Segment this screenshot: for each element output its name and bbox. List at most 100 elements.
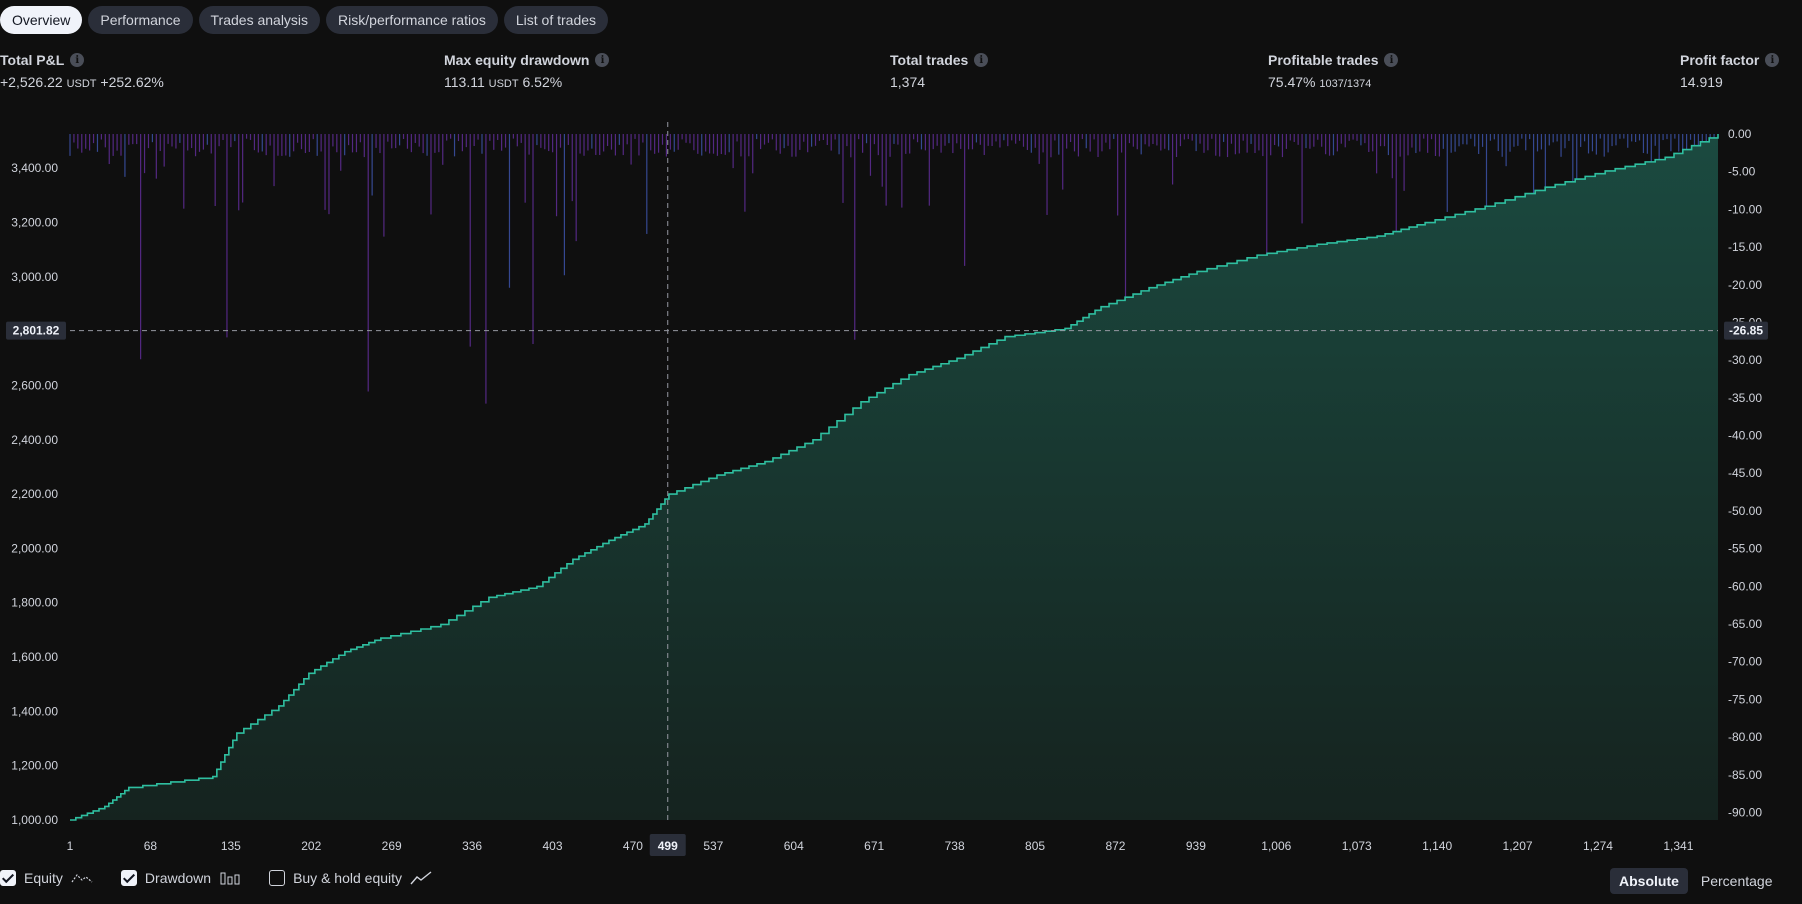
y-right-tick-label: -5.00 [1728,165,1756,179]
metric-total-trades: Total trades i 1,374 [890,52,989,90]
absolute-button[interactable]: Absolute [1610,868,1688,894]
metric-label: Total P&L [0,52,65,68]
y-right-tick-label: -45.00 [1728,466,1762,480]
metric-value: +2,526.22 [0,74,63,90]
info-icon[interactable]: i [1384,53,1399,67]
equity-checkbox[interactable] [0,870,16,886]
legend-label: Equity [24,870,63,886]
x-tick-label: 939 [1186,839,1206,853]
y-left-tick-label: 3,000.00 [11,270,58,284]
crosshair-y-right-badge [1724,321,1768,340]
crosshair-x-badge [649,834,686,856]
buyhold-checkbox[interactable] [269,870,286,886]
y-right-tick-label: -85.00 [1728,768,1762,782]
y-left-tick-label: 1,600.00 [11,650,58,664]
crosshair-x-label: 499 [658,839,678,853]
buyhold-line-icon [410,871,432,885]
chart-legend: Equity Drawdown Buy & hold equity [0,870,460,886]
y-right-tick-label: -80.00 [1728,730,1762,744]
legend-buyhold-toggle[interactable]: Buy & hold equity [269,870,432,886]
x-tick-label: 1,274 [1583,839,1613,853]
y-left-tick-label: 2,000.00 [11,541,58,555]
metric-value: 14.919 [1680,74,1723,90]
y-right-tick-label: -30.00 [1728,353,1762,367]
x-tick-label: 1,006 [1261,839,1291,853]
y-right-tick-label: 0.00 [1728,127,1752,141]
x-tick-label: 872 [1105,839,1125,853]
y-left-tick-label: 3,200.00 [11,216,58,230]
y-right-tick-label: -50.00 [1728,504,1762,518]
y-left-tick-label: 2,400.00 [11,433,58,447]
y-left-tick-label: 1,000.00 [11,813,58,827]
x-tick-label: 1 [67,839,74,853]
y-right-tick-label: -75.00 [1728,692,1762,706]
legend-drawdown-toggle[interactable]: Drawdown [120,870,241,886]
info-icon[interactable]: i [1765,53,1780,67]
metric-value: 75.47% [1268,74,1316,90]
y-left-tick-label: 1,200.00 [11,759,58,773]
y-left-tick-label: 3,400.00 [11,161,58,175]
y-right-tick-label: -15.00 [1728,240,1762,254]
tab-performance[interactable]: Performance [88,6,193,34]
y-right-tick-label: -35.00 [1728,391,1762,405]
metric-value: 1,374 [890,74,926,90]
y-left-tick-label: 1,400.00 [11,704,58,718]
metric-label: Profitable trades [1268,52,1379,68]
y-left-tick-label: 1,800.00 [11,596,58,610]
x-tick-label: 805 [1025,839,1045,853]
metric-total-pnl: Total P&L i +2,526.22 USDT +252.62% [0,52,164,90]
x-tick-label: 135 [221,839,241,853]
metric-label: Max equity drawdown [444,52,590,68]
crosshair-y-right-label: -26.85 [1729,324,1763,338]
equity-line [70,134,1719,821]
x-tick-label: 1,207 [1503,839,1533,853]
metric-max-equity-drawdown: Max equity drawdown i 113.11 USDT 6.52% [444,52,610,90]
crosshair-y-left-label: 2,801.82 [13,324,60,338]
legend-label: Buy & hold equity [293,870,403,886]
x-tick-label: 537 [703,839,723,853]
drawdown-checkbox[interactable] [120,870,137,886]
y-right-tick-label: -40.00 [1728,429,1762,443]
tab-trades-analysis[interactable]: Trades analysis [198,6,321,34]
equity-drawdown-chart[interactable]: 1,000.00 1,200.00 1,400.00 1,600.00 1,800.00… [0,120,1802,860]
y-left-tick-label: 2,600.00 [11,378,58,392]
x-tick-label: 269 [382,839,402,853]
info-icon[interactable]: i [595,53,610,67]
y-right-tick-label: -10.00 [1728,202,1762,216]
info-icon[interactable]: i [70,53,85,67]
y-right-tick-label: -90.00 [1728,805,1762,819]
metric-label: Total trades [890,52,969,68]
metric-profitable-trades: Profitable trades i 75.47% 1037/1374 [1268,52,1399,90]
x-tick-label: 671 [864,839,884,853]
tab-list-of-trades[interactable]: List of trades [503,6,609,34]
metric-percent: 6.52% [522,74,563,90]
percentage-button[interactable]: Percentage [1700,873,1773,889]
view-mode-toggle: Absolute Percentage [1610,868,1782,894]
tab-bar: Overview Performance Trades analysis Ris… [0,6,609,34]
y-left-tick-label: 2,200.00 [11,487,58,501]
equity-line-icon [71,874,93,883]
equity-area [70,134,1718,820]
x-tick-label: 68 [144,839,158,853]
x-tick-label: 470 [623,839,643,853]
legend-equity-toggle[interactable]: Equity [0,870,93,886]
x-tick-label: 403 [543,839,563,853]
tab-risk-performance-ratios[interactable]: Risk/performance ratios [326,6,498,34]
legend-label: Drawdown [144,870,212,886]
x-tick-label: 604 [784,839,804,853]
metric-detail: 1037/1374 [1319,78,1372,90]
metric-percent: +252.62% [100,74,164,90]
metric-label: Profit factor [1680,52,1760,68]
tab-overview[interactable]: Overview [0,6,83,34]
y-right-tick-label: -55.00 [1728,542,1762,556]
drawdown-bars-icon [220,872,240,885]
crosshair-y-left-badge [6,321,66,340]
metric-value: 113.11 [444,74,485,90]
y-right-tick-label: -70.00 [1728,655,1762,669]
y-right-tick-label: -65.00 [1728,617,1762,631]
x-tick-label: 1,073 [1342,839,1372,853]
info-icon[interactable]: i [974,53,989,67]
x-tick-label: 738 [945,839,965,853]
x-tick-label: 1,341 [1663,839,1693,853]
y-right-tick-label: -20.00 [1728,278,1762,292]
